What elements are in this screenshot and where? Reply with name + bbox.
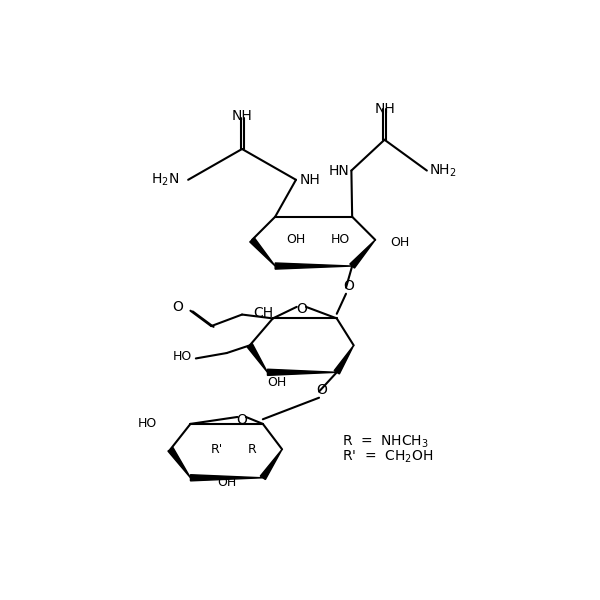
- Text: HO: HO: [138, 418, 157, 430]
- Text: OH: OH: [217, 476, 236, 489]
- Text: CH: CH: [253, 306, 273, 320]
- Polygon shape: [275, 263, 352, 269]
- Text: R  =  NHCH$_3$: R = NHCH$_3$: [342, 433, 429, 450]
- Text: OH: OH: [391, 236, 410, 250]
- Text: NH: NH: [232, 109, 253, 123]
- Text: O: O: [172, 300, 183, 314]
- Text: R: R: [248, 443, 256, 456]
- Text: HO: HO: [331, 233, 350, 247]
- Polygon shape: [334, 346, 354, 374]
- Text: R': R': [211, 443, 223, 456]
- Polygon shape: [168, 448, 190, 478]
- Text: O: O: [316, 383, 327, 397]
- Text: OH: OH: [286, 233, 305, 247]
- Text: NH: NH: [300, 173, 320, 187]
- Polygon shape: [268, 369, 337, 376]
- Text: NH$_2$: NH$_2$: [429, 163, 457, 179]
- Text: NH: NH: [374, 102, 395, 116]
- Polygon shape: [260, 449, 282, 479]
- Text: HN: HN: [328, 164, 349, 178]
- Text: OH: OH: [268, 376, 287, 389]
- Text: O: O: [236, 413, 247, 427]
- Polygon shape: [350, 240, 375, 268]
- Text: R'  =  CH$_2$OH: R' = CH$_2$OH: [342, 449, 434, 465]
- Text: H$_2$N: H$_2$N: [151, 172, 179, 188]
- Text: O: O: [343, 279, 354, 293]
- Polygon shape: [190, 475, 263, 481]
- Text: O: O: [296, 302, 307, 316]
- Text: HO: HO: [173, 350, 192, 364]
- Polygon shape: [247, 344, 268, 372]
- Polygon shape: [250, 238, 275, 266]
